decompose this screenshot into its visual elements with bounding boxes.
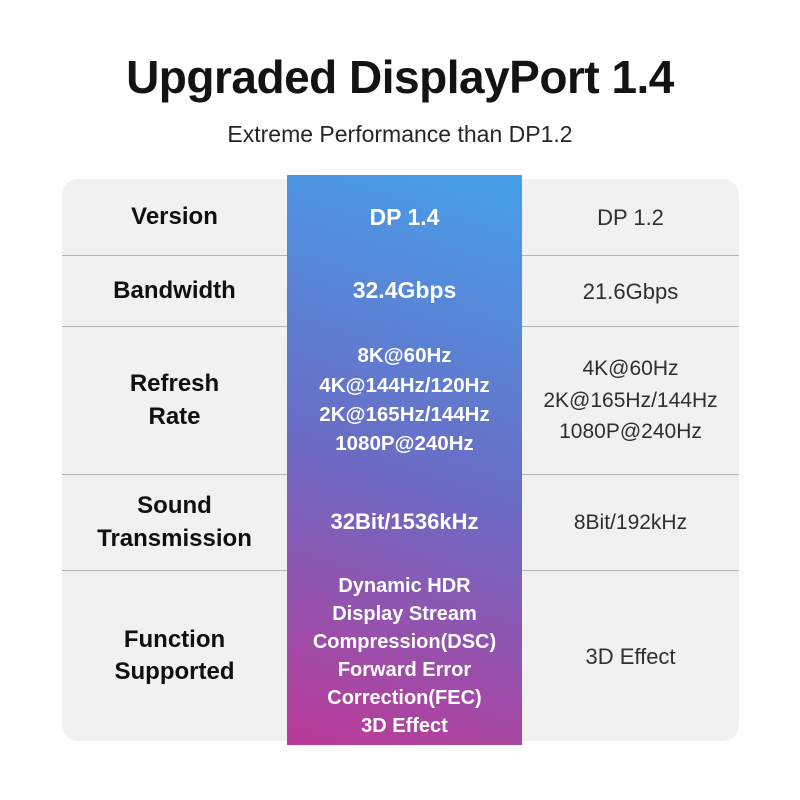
cell-dp12-sound-transmission: 8Bit/192kHz [522,474,739,570]
dp14-highlight-column [287,175,522,745]
feature-label-version: Version [62,179,287,255]
feature-label-sound-transmission: Sound Transmission [62,474,287,570]
comparison-table: Version DP 1.4 DP 1.2 Bandwidth 32.4Gbps… [62,175,739,745]
feature-label-function-supported: Function Supported [62,570,287,741]
cell-dp12-version: DP 1.2 [522,179,739,255]
cell-dp14-sound-transmission: 32Bit/1536kHz [330,509,479,534]
cell-dp12-refresh-rate: 4K@60Hz 2K@165Hz/144Hz 1080P@240Hz [522,326,739,474]
cell-dp14-function-supported: Dynamic HDR Display Stream Compression(DSC… [312,574,497,737]
cell-dp12-bandwidth: 21.6Gbps [522,255,739,326]
cell-dp12-function-supported: 3D Effect [522,570,739,741]
feature-label-refresh-rate: Refresh Rate [62,326,287,474]
cell-dp14-bandwidth: 32.4Gbps [352,277,457,303]
cell-dp14-refresh-rate: 8K@60Hz 4K@144Hz/120Hz 2K@165Hz/144Hz 1080P… [319,344,490,456]
page-subtitle: Extreme Performance than DP1.2 [227,121,573,147]
feature-label-bandwidth: Bandwidth [62,255,287,326]
cell-dp14-version: DP 1.4 [369,203,440,230]
page-title: Upgraded DisplayPort 1.4 [126,51,674,103]
